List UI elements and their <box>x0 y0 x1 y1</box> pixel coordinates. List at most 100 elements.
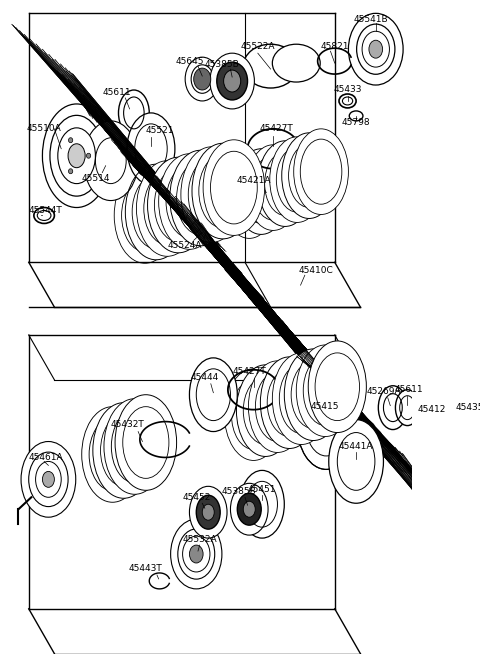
Ellipse shape <box>432 360 480 470</box>
Text: 45410C: 45410C <box>299 266 333 274</box>
Ellipse shape <box>182 536 210 572</box>
Ellipse shape <box>203 140 264 235</box>
Text: 45514: 45514 <box>81 174 109 183</box>
Text: 45415: 45415 <box>310 402 339 411</box>
Ellipse shape <box>114 168 176 263</box>
Ellipse shape <box>396 390 420 426</box>
Text: 45521: 45521 <box>145 126 174 136</box>
Ellipse shape <box>362 31 389 67</box>
Ellipse shape <box>297 380 355 470</box>
Ellipse shape <box>93 403 155 498</box>
Ellipse shape <box>192 143 253 239</box>
Ellipse shape <box>296 345 354 436</box>
Text: 45269A: 45269A <box>366 387 401 396</box>
Text: 45611: 45611 <box>395 385 423 394</box>
Text: 45532A: 45532A <box>182 534 217 544</box>
Text: 45461A: 45461A <box>29 453 63 462</box>
Ellipse shape <box>260 357 319 449</box>
Ellipse shape <box>258 141 312 227</box>
Ellipse shape <box>58 128 96 183</box>
Ellipse shape <box>348 13 403 85</box>
Text: 45798: 45798 <box>342 119 371 127</box>
Ellipse shape <box>210 53 254 109</box>
Ellipse shape <box>69 138 73 143</box>
Ellipse shape <box>272 353 330 445</box>
Text: 45544T: 45544T <box>29 206 62 215</box>
Ellipse shape <box>127 113 175 185</box>
Ellipse shape <box>424 407 447 443</box>
Ellipse shape <box>447 384 480 445</box>
Text: 45444: 45444 <box>191 373 219 383</box>
Ellipse shape <box>243 44 298 88</box>
Text: 45510A: 45510A <box>27 124 62 134</box>
Ellipse shape <box>202 504 214 520</box>
Ellipse shape <box>217 62 248 100</box>
Ellipse shape <box>190 545 203 563</box>
Ellipse shape <box>222 153 276 238</box>
Ellipse shape <box>170 519 222 589</box>
Text: 45427T: 45427T <box>232 367 266 377</box>
Ellipse shape <box>136 160 198 256</box>
Ellipse shape <box>84 121 138 200</box>
Text: 45645: 45645 <box>175 56 204 66</box>
Ellipse shape <box>369 40 383 58</box>
Ellipse shape <box>246 145 300 231</box>
Text: 45524A: 45524A <box>168 241 203 250</box>
Text: 45821: 45821 <box>321 42 349 50</box>
Text: 45443T: 45443T <box>128 565 162 574</box>
Text: 45452: 45452 <box>182 493 210 502</box>
Ellipse shape <box>294 129 348 214</box>
Ellipse shape <box>125 164 187 260</box>
Ellipse shape <box>115 395 177 491</box>
Ellipse shape <box>329 420 384 503</box>
Ellipse shape <box>190 486 227 538</box>
Ellipse shape <box>147 157 209 253</box>
Ellipse shape <box>42 104 111 208</box>
Text: 45435: 45435 <box>456 403 480 412</box>
Ellipse shape <box>104 399 166 495</box>
Ellipse shape <box>378 386 408 430</box>
Ellipse shape <box>237 365 295 457</box>
Ellipse shape <box>270 137 324 223</box>
Text: 45385B: 45385B <box>204 60 240 69</box>
Ellipse shape <box>282 133 336 219</box>
Ellipse shape <box>308 341 366 432</box>
Text: 45412: 45412 <box>417 405 445 414</box>
Text: 45421A: 45421A <box>236 176 271 185</box>
Ellipse shape <box>224 70 240 92</box>
Ellipse shape <box>185 57 219 101</box>
Text: 45427T: 45427T <box>260 124 293 134</box>
Ellipse shape <box>297 380 355 470</box>
Ellipse shape <box>82 407 143 502</box>
Ellipse shape <box>194 68 211 90</box>
Ellipse shape <box>196 495 220 529</box>
Text: 45385B: 45385B <box>222 487 256 496</box>
Ellipse shape <box>68 144 85 168</box>
Text: 45611: 45611 <box>102 88 131 98</box>
Ellipse shape <box>457 400 478 430</box>
Ellipse shape <box>159 154 220 250</box>
Text: 45441A: 45441A <box>339 442 373 451</box>
Ellipse shape <box>234 149 288 234</box>
Ellipse shape <box>21 441 76 517</box>
Ellipse shape <box>190 358 237 432</box>
Ellipse shape <box>42 472 54 487</box>
Ellipse shape <box>240 470 284 538</box>
Ellipse shape <box>237 493 261 525</box>
Text: 45541B: 45541B <box>353 15 388 24</box>
Ellipse shape <box>272 44 320 82</box>
Ellipse shape <box>243 501 255 517</box>
Ellipse shape <box>119 90 149 136</box>
Text: 45433: 45433 <box>333 84 362 94</box>
Ellipse shape <box>249 361 307 453</box>
Ellipse shape <box>225 369 283 460</box>
Ellipse shape <box>230 483 268 535</box>
Text: 45451: 45451 <box>248 485 276 494</box>
Ellipse shape <box>181 147 242 242</box>
Text: 45432T: 45432T <box>111 420 145 429</box>
Ellipse shape <box>36 461 61 497</box>
Ellipse shape <box>86 153 91 159</box>
Ellipse shape <box>69 169 73 174</box>
Ellipse shape <box>284 349 342 441</box>
Ellipse shape <box>170 150 231 246</box>
